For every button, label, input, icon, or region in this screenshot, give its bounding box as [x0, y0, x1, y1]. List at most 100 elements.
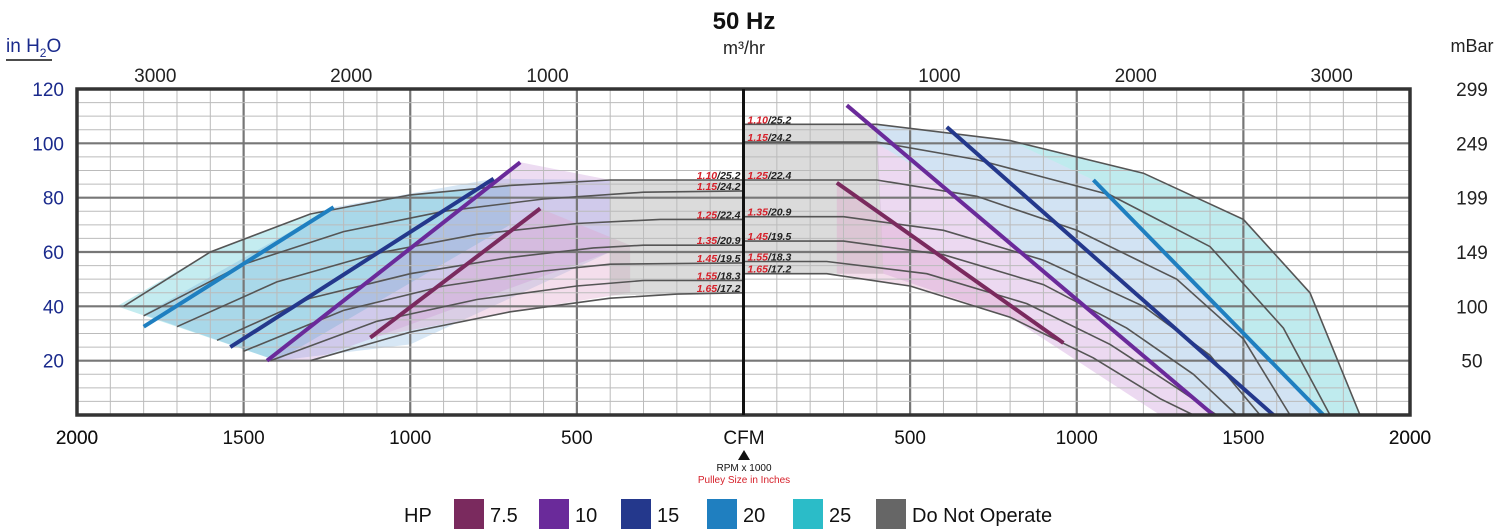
rpm-curve	[123, 179, 744, 307]
rpm-pulley-label-left: 1.25/22.4	[697, 209, 741, 221]
rpm-curve	[743, 240, 1238, 416]
left-tick-label: 60	[43, 243, 64, 264]
rpm-value: 25.2	[719, 170, 741, 182]
top-tick-label: 2000	[330, 66, 372, 87]
pulley-size: 1.65	[748, 264, 769, 276]
label-separator: /	[716, 283, 721, 295]
rpm-pulley-label-right: 1.10/25.2	[748, 114, 792, 126]
pulley-size: 1.45	[748, 231, 769, 243]
bottom-tick-label: 500	[894, 428, 926, 449]
left-axis-label: in H2O	[6, 36, 61, 60]
rpm-pulley-label-left: 1.10/25.2	[697, 170, 741, 182]
bottom-tick-label: 1000	[1056, 428, 1098, 449]
rpm-curve	[310, 292, 744, 362]
rpm-label: RPM x 1000	[716, 463, 771, 474]
plot-frame	[75, 87, 1412, 417]
legend-swatch-1	[539, 499, 569, 529]
rpm-pulley-label-right: 1.55/18.3	[748, 252, 792, 264]
label-separator: /	[767, 264, 772, 276]
region-do-not-operate-right	[743, 124, 884, 274]
rpm-value: 22.4	[770, 170, 792, 182]
legend-swatch-0	[454, 499, 484, 529]
legend-title: HP	[404, 505, 432, 527]
pulley-size: 1.55	[697, 271, 718, 283]
left-tick-label: 20	[43, 352, 64, 373]
bottom-tick-label: 2000	[1389, 428, 1431, 449]
rpm-curve	[743, 215, 1261, 416]
top-tick-label: 3000	[1311, 66, 1353, 87]
label-separator: /	[716, 209, 721, 221]
right-tick-label: 299	[1456, 80, 1488, 101]
bottom-tick-label: 1500	[1222, 428, 1264, 449]
bottom-tick-label: 1000	[389, 428, 431, 449]
rpm-value: 24.2	[719, 181, 741, 193]
rpm-curve	[743, 123, 1361, 416]
label-separator: /	[716, 181, 721, 193]
hp-lines	[142, 103, 1325, 417]
left-tick-label: 40	[43, 297, 64, 318]
legend-swatch-3	[707, 499, 737, 529]
rpm-value: 18.3	[771, 252, 792, 264]
bottom-tick-label: 1500	[222, 428, 264, 449]
legend: HP 7.5 10 15 20 25 Do Not Operate	[404, 499, 1052, 529]
right-tick-label: 199	[1456, 189, 1488, 210]
left-tick-label: 120	[32, 80, 64, 101]
region-10hp	[267, 162, 611, 361]
right-tick-label: 149	[1456, 243, 1488, 264]
rpm-value: 20.9	[770, 207, 792, 219]
pulley-size: 1.65	[697, 283, 718, 295]
region-25hp-right	[1010, 140, 1360, 415]
pulley-size: 1.55	[748, 252, 769, 264]
axes: 2000 1500 1000 500 500 1000 1500 2000 2000 2000 30…	[32, 66, 1488, 449]
label-separator: /	[767, 252, 772, 264]
rpm-curve	[243, 262, 744, 352]
center-cfm-label: CFM	[723, 428, 764, 449]
pulley-size: 1.10	[697, 170, 718, 182]
pulley-size: 1.35	[697, 235, 718, 247]
bottom-tick-label: 500	[561, 428, 593, 449]
legend-swatch-4	[793, 499, 823, 529]
left-tick-label: 100	[32, 134, 64, 155]
rpm-value: 18.3	[720, 271, 741, 283]
rpm-value: 17.2	[720, 283, 741, 295]
rpm-pulley-label-right: 1.65/17.2	[748, 264, 792, 276]
rpm-pulley-label-right: 1.15/24.2	[748, 132, 792, 144]
rpm-curve	[743, 272, 1194, 416]
legend-label-0: 7.5	[490, 505, 518, 527]
rpm-pulley-label-right: 1.45/19.5	[748, 231, 792, 243]
legend-swatch-5	[876, 499, 906, 529]
pulley-label: Pulley Size in Inches	[698, 475, 790, 486]
label-separator: /	[767, 231, 772, 243]
rpm-pulley-label-right: 1.25/22.4	[748, 170, 792, 182]
hp-line-7.5	[835, 181, 1065, 345]
pulley-size: 1.25	[748, 170, 769, 182]
rpm-value: 22.4	[719, 209, 741, 221]
pulley-size: 1.15	[748, 132, 769, 144]
right-tick-label: 100	[1456, 297, 1488, 318]
top-tick-label: 3000	[134, 66, 176, 87]
label-separator: /	[716, 170, 721, 182]
top-axis-label: m³/hr	[723, 38, 765, 58]
pulley-size: 1.10	[748, 114, 769, 126]
top-tick-label: 1000	[918, 66, 960, 87]
rpm-value: 25.2	[770, 114, 792, 126]
legend-swatch-2	[621, 499, 651, 529]
legend-label-1: 10	[575, 505, 597, 527]
right-axis-label: mBar	[1450, 36, 1493, 56]
legend-label-2: 15	[657, 505, 679, 527]
label-separator: /	[767, 132, 772, 144]
label-separator: /	[716, 253, 721, 265]
label-separator: /	[767, 207, 772, 219]
rpm-curve	[743, 179, 1291, 416]
rpm-value: 24.2	[770, 132, 792, 144]
rpm-curve	[176, 218, 744, 328]
rpm-curve	[743, 260, 1218, 416]
rpm-pulley-label-right: 1.35/20.9	[748, 207, 792, 219]
right-tick-label: 50	[1461, 352, 1482, 373]
hp-line-15	[229, 177, 495, 349]
hp-line-20	[142, 205, 335, 329]
rpm-pulley-label-left: 1.15/24.2	[697, 181, 741, 193]
top-tick-label: 1000	[526, 66, 568, 87]
bottom-tick-label: 2000	[56, 428, 98, 449]
